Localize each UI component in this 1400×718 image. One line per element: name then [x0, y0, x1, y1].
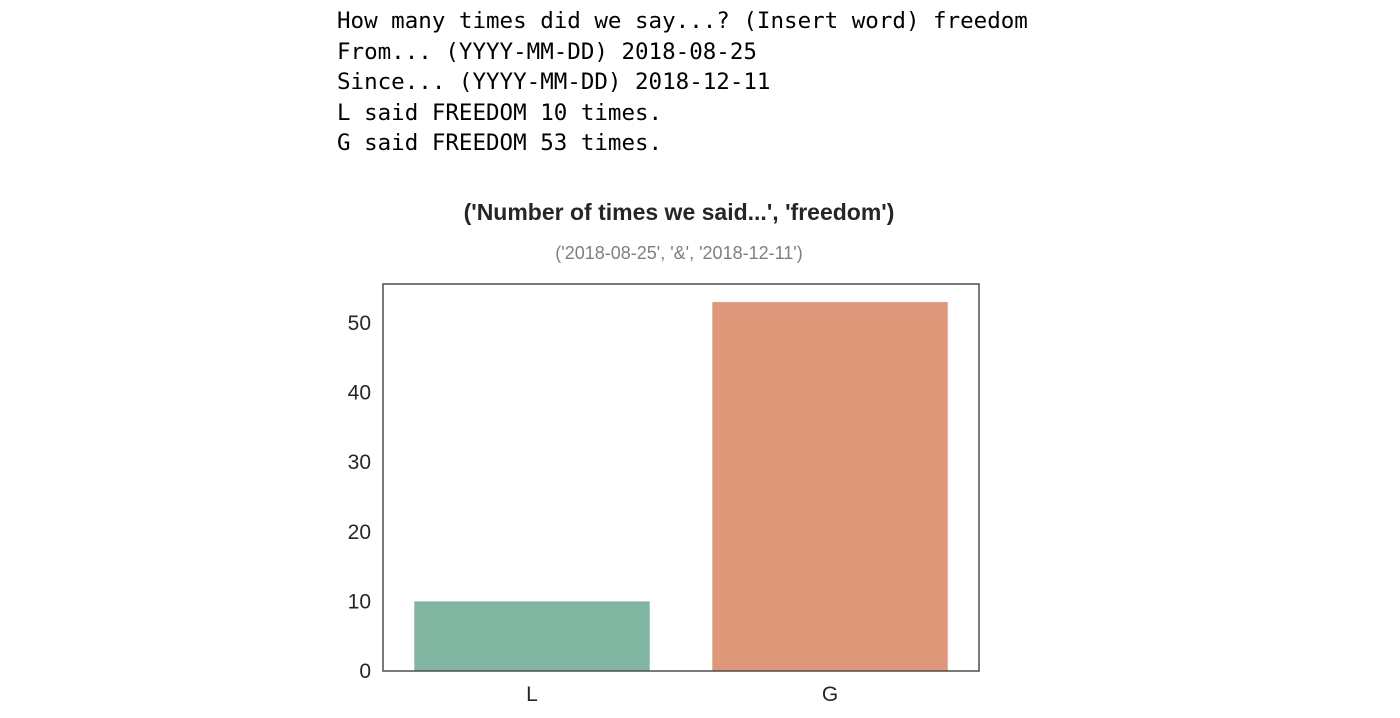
y-tick-label: 20	[348, 521, 371, 544]
bars-group	[414, 302, 948, 671]
plot-frame	[382, 283, 980, 672]
y-tick-label: 10	[348, 590, 371, 613]
y-tick-label: 40	[348, 382, 371, 405]
y-tick-label: 50	[348, 312, 371, 335]
y-tick-label: 30	[348, 451, 371, 474]
bar-g	[712, 302, 948, 671]
x-tick-label-g: G	[822, 683, 838, 706]
bar-l	[414, 601, 650, 671]
console-line-g-count: G said FREEDOM 53 times.	[337, 130, 663, 156]
console-line-from: From... (YYYY-MM-DD) 2018-08-25	[337, 38, 757, 65]
console-line-prompt: How many times did we say...? (Insert wo…	[337, 8, 1028, 34]
x-tick-label-l: L	[526, 683, 538, 706]
console-line-l-count: L said FREEDOM 10 times.	[337, 99, 663, 126]
y-tick-label: 0	[359, 660, 371, 683]
console-line-since: Since... (YYYY-MM-DD) 2018-12-11	[337, 69, 771, 95]
y-axis-ticks: 0 10 20 30 40 50	[348, 312, 371, 683]
chart-title: ('Number of times we said...', 'freedom'…	[464, 199, 895, 225]
chart-subtitle: ('2018-08-25', '&', '2018-12-11')	[555, 243, 802, 263]
console-output: How many times did we say...? (Insert wo…	[337, 6, 1337, 159]
